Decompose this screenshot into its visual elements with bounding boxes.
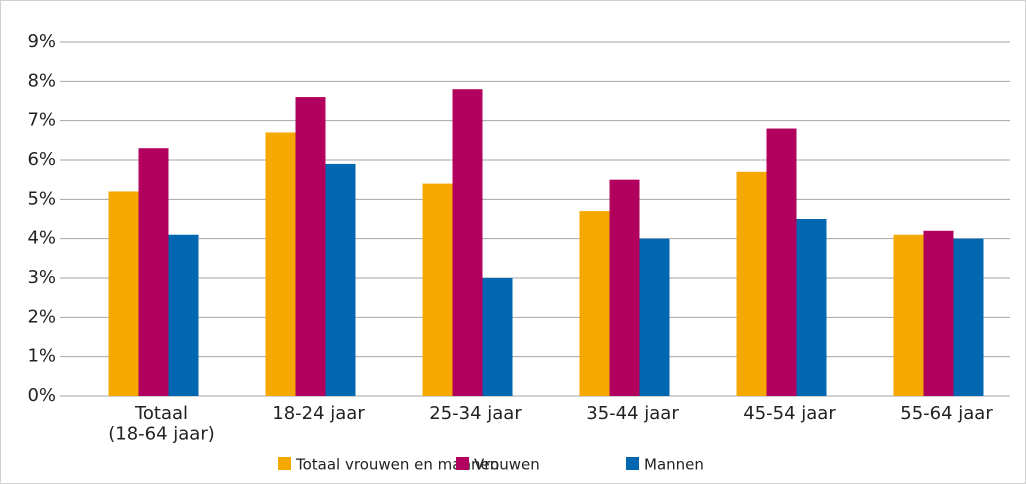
y-tick-label: 9% [27, 31, 56, 52]
y-tick-label: 1% [27, 346, 56, 367]
legend-label: Totaal vrouwen en mannen [295, 456, 499, 474]
bar [639, 238, 670, 396]
y-tick-label: 8% [27, 70, 56, 91]
bar [579, 211, 610, 396]
y-tick-label: 6% [27, 149, 56, 170]
bar [138, 148, 169, 396]
bar [168, 234, 199, 396]
legend-swatch [278, 457, 291, 470]
x-tick-label: Totaal (18-64 jaar) [108, 403, 215, 445]
bar [953, 238, 984, 396]
x-tick-label: 18-24 jaar [272, 403, 365, 424]
bar [452, 89, 483, 396]
y-tick-label: 0% [27, 385, 56, 406]
bar [766, 128, 797, 397]
x-tick-label: 25-34 jaar [429, 403, 522, 424]
bar [482, 278, 513, 396]
bar [265, 132, 296, 396]
x-tick-label: 35-44 jaar [586, 403, 679, 424]
bar [609, 179, 640, 396]
bar [796, 219, 827, 396]
bar [893, 234, 924, 396]
y-tick-label: 4% [27, 228, 56, 249]
legend-label: Mannen [644, 456, 704, 474]
y-tick-label: 2% [27, 306, 56, 327]
x-tick-label: 55-64 jaar [900, 403, 993, 424]
legend-label: Vrouwen [474, 456, 540, 474]
bar [295, 97, 326, 397]
bar [108, 191, 139, 396]
y-tick-label: 7% [27, 110, 56, 131]
bar [325, 163, 356, 396]
bar [736, 171, 767, 396]
x-tick-label: 45-54 jaar [743, 403, 836, 424]
bar [923, 230, 954, 396]
y-tick-label: 3% [27, 267, 56, 288]
y-tick-label: 5% [27, 188, 56, 209]
legend-swatch [456, 457, 469, 470]
bar [422, 183, 453, 396]
legend-swatch [626, 457, 639, 470]
